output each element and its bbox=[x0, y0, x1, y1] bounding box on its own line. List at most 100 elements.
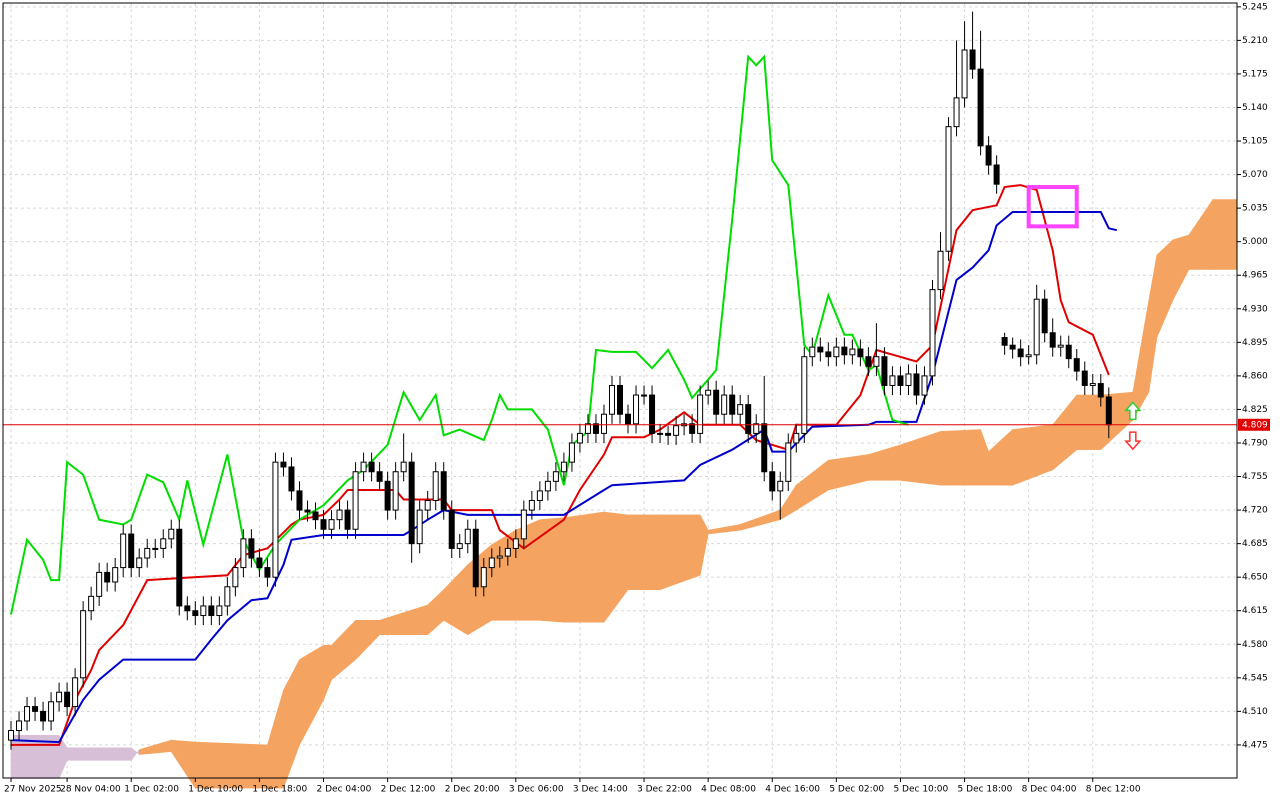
candle-body bbox=[72, 677, 79, 708]
y-tick-label: 5.210 bbox=[1242, 36, 1268, 46]
candle-body bbox=[392, 471, 399, 511]
y-tick-label: 4.475 bbox=[1242, 740, 1268, 750]
cloud-segment bbox=[1212, 199, 1238, 270]
candle-body bbox=[897, 375, 904, 386]
candle-body bbox=[112, 567, 119, 583]
candle-body bbox=[480, 567, 487, 588]
indicator-line bbox=[10, 211, 1118, 744]
y-tick-label: 5.000 bbox=[1242, 237, 1268, 247]
y-tick-label: 4.790 bbox=[1242, 438, 1268, 448]
cloud-segment bbox=[563, 511, 605, 623]
candle-body bbox=[128, 533, 135, 569]
candle-body bbox=[625, 413, 632, 425]
candle-body bbox=[1033, 298, 1040, 356]
candle-body bbox=[32, 706, 39, 712]
candle-body bbox=[16, 720, 23, 732]
x-tick-label: 8 Dec 04:00 bbox=[1022, 785, 1077, 795]
candle-body bbox=[8, 730, 15, 741]
candle-body bbox=[80, 610, 87, 679]
candle-body bbox=[456, 543, 463, 549]
cloud-segment bbox=[491, 529, 517, 621]
candle-body bbox=[1025, 354, 1032, 358]
candle-body bbox=[224, 586, 231, 607]
candle-body bbox=[929, 289, 936, 377]
candle-body bbox=[689, 423, 696, 434]
candle-body bbox=[1089, 383, 1096, 386]
candle-body bbox=[88, 595, 95, 612]
candle-body bbox=[985, 145, 992, 166]
x-tick-label: 2 Dec 04:00 bbox=[317, 785, 372, 795]
candle-body bbox=[761, 423, 768, 473]
candle-body bbox=[753, 423, 760, 434]
candle-body bbox=[544, 480, 551, 492]
candle-body bbox=[320, 519, 327, 530]
y-tick-label: 4.685 bbox=[1242, 539, 1268, 549]
plot-frame bbox=[2, 2, 1238, 779]
candle-body bbox=[264, 567, 271, 578]
candle-body bbox=[729, 394, 736, 415]
candle-body bbox=[745, 404, 752, 434]
candle-body bbox=[841, 346, 848, 356]
candle-body bbox=[833, 346, 840, 358]
candle-body bbox=[184, 605, 191, 612]
indicator-line bbox=[10, 54, 909, 615]
y-tick-label: 5.070 bbox=[1242, 170, 1268, 180]
candle-body bbox=[641, 394, 648, 397]
x-tick-label: 1 Dec 02:00 bbox=[124, 785, 179, 795]
candle-body bbox=[721, 394, 728, 415]
y-tick-label: 4.895 bbox=[1242, 338, 1268, 348]
candle-body bbox=[809, 346, 816, 358]
candle-body bbox=[961, 49, 968, 99]
candle-body bbox=[384, 480, 391, 511]
candle-body bbox=[649, 394, 656, 434]
candle-body bbox=[1009, 344, 1016, 350]
candle-body bbox=[1041, 298, 1048, 334]
candle-body bbox=[344, 509, 351, 530]
candle-body bbox=[969, 49, 976, 70]
x-tick-label: 2 Dec 12:00 bbox=[381, 785, 436, 795]
candle-body bbox=[945, 126, 952, 252]
candle-body bbox=[64, 691, 71, 708]
candle-body bbox=[144, 547, 151, 559]
candle-body bbox=[160, 538, 167, 549]
candle-body bbox=[56, 691, 63, 703]
signal-arrow bbox=[1124, 431, 1142, 451]
candle-body bbox=[360, 461, 367, 473]
candle-body bbox=[825, 351, 832, 358]
candle-body bbox=[993, 164, 1000, 185]
candle-body bbox=[568, 442, 575, 463]
cloud-segment bbox=[66, 747, 132, 761]
candle-body bbox=[416, 509, 423, 545]
y-tick-label: 4.825 bbox=[1242, 405, 1268, 415]
candle-body bbox=[328, 519, 335, 530]
candle-body bbox=[905, 373, 912, 386]
candle-body bbox=[488, 557, 495, 569]
candle-body bbox=[576, 432, 583, 444]
x-tick-label: 27 Nov 2025 bbox=[4, 785, 62, 795]
x-tick-label: 8 Dec 12:00 bbox=[1086, 785, 1141, 795]
cloud-segment bbox=[940, 429, 981, 486]
y-tick-label: 4.860 bbox=[1242, 371, 1268, 381]
y-tick-label: 4.510 bbox=[1242, 707, 1268, 717]
x-tick-label: 3 Dec 06:00 bbox=[509, 785, 564, 795]
y-tick-label: 5.105 bbox=[1242, 137, 1268, 147]
cloud-segment bbox=[515, 519, 541, 621]
candle-body bbox=[448, 509, 455, 549]
candle-body bbox=[376, 471, 383, 482]
x-tick-label: 5 Dec 02:00 bbox=[829, 785, 884, 795]
candle-body bbox=[408, 461, 415, 545]
candle-body bbox=[873, 356, 880, 367]
candle-body bbox=[953, 97, 960, 128]
candle-body bbox=[24, 706, 31, 722]
candle-body bbox=[312, 511, 319, 521]
x-tick-label: 5 Dec 10:00 bbox=[893, 785, 948, 795]
highlight-box bbox=[1026, 185, 1079, 229]
y-tick-label: 4.650 bbox=[1242, 573, 1268, 583]
candle-body bbox=[560, 461, 567, 473]
candle-body bbox=[232, 567, 239, 588]
y-tick-label: 4.755 bbox=[1242, 472, 1268, 482]
candle-body bbox=[288, 466, 295, 492]
candle-body bbox=[296, 490, 303, 511]
